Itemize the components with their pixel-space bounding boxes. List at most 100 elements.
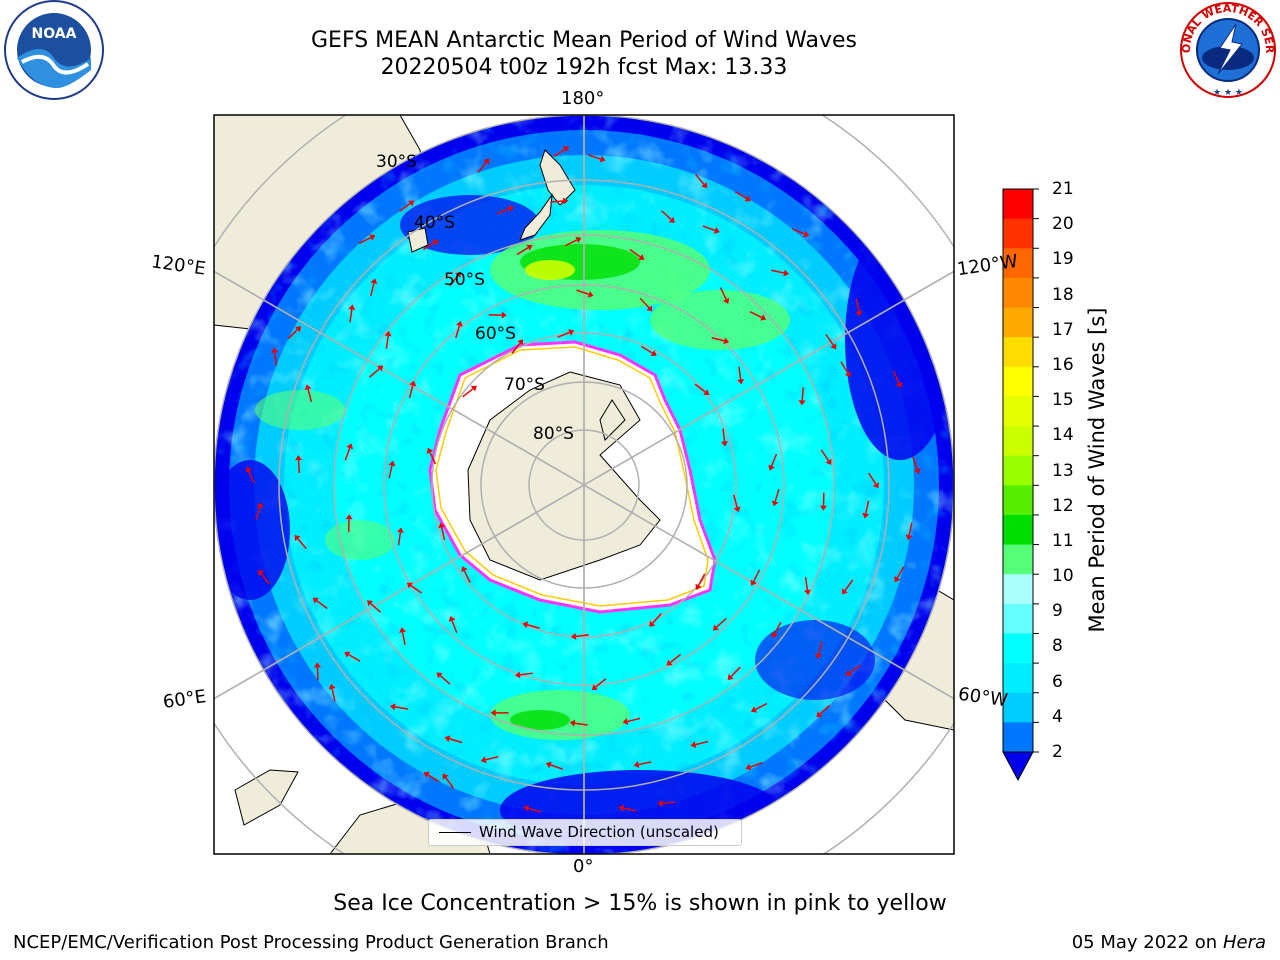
wind-wave-arrow — [695, 740, 709, 746]
meridian-line — [583, 270, 954, 486]
wind-wave-arrow-head — [455, 271, 461, 278]
wind-wave-arrow-head — [771, 500, 779, 507]
colorbar-band — [1003, 277, 1033, 309]
wind-wave-arrow-head — [844, 371, 851, 378]
wind-wave-arrow — [255, 506, 261, 520]
wind-wave-arrow-head — [618, 804, 625, 812]
wind-wave-arrow — [716, 617, 727, 628]
wind-wave-arrow — [557, 331, 570, 339]
wind-wave-arrow — [638, 761, 652, 766]
wind-wave-arrow-head — [638, 254, 645, 260]
wind-wave-arrow-head — [895, 381, 903, 388]
wind-wave-arrow — [864, 500, 870, 514]
wind-wave-arrow-head — [646, 305, 653, 312]
colorbar — [1002, 188, 1039, 782]
legend-label: Wind Wave Direction (unscaled) — [479, 823, 719, 841]
wind-wave-arrow — [639, 297, 650, 309]
land-new-zealand — [539, 149, 576, 206]
wind-wave-arrow-head — [545, 761, 552, 769]
wind-wave-arrow — [711, 336, 725, 342]
wind-wave-arrow-head — [526, 244, 533, 251]
wind-wave-arrow-head — [713, 227, 720, 234]
chart-title: GEFS MEAN Antarctic Mean Period of Wind … — [311, 28, 857, 53]
wind-wave-arrow-head — [803, 230, 810, 238]
wind-wave-arrow — [496, 208, 510, 215]
colorbar-tick-label: 16 — [1052, 354, 1074, 375]
colorbar-tick-label: 12 — [1052, 495, 1074, 516]
wind-wave-arrow — [307, 389, 313, 402]
wind-wave-arrow-head — [388, 460, 396, 467]
wind-wave-arrow — [774, 621, 782, 634]
wind-wave-arrow — [694, 383, 706, 393]
wind-wave-arrow — [738, 366, 742, 380]
wind-wave-arrow — [719, 287, 727, 300]
wind-wave-arrow — [755, 702, 768, 711]
wind-wave-arrow-head — [750, 579, 757, 586]
wind-wave-arrow — [349, 309, 353, 323]
land-antarctic-peninsula — [599, 399, 626, 441]
colorbar-band — [1003, 544, 1033, 575]
wind-wave-arrow — [840, 361, 849, 374]
wind-wave-arrow-head — [819, 505, 827, 511]
footer-date-text: 05 May 2022 on — [1071, 932, 1218, 953]
wind-wave-arrow-head — [563, 197, 569, 205]
wind-wave-arrow — [316, 667, 319, 681]
wind-wave-arrow — [662, 801, 676, 805]
wind-wave-arrow-head — [690, 741, 697, 748]
colorbar-tick-label: 9 — [1052, 601, 1063, 622]
wind-wave-arrow-head — [432, 239, 439, 246]
wind-wave-arrow-head — [872, 482, 879, 489]
wind-wave-arrow-head — [750, 706, 758, 713]
noaa-logo-text: NOAA — [32, 26, 77, 42]
map-legend: Wind Wave Direction (unscaled) — [428, 819, 742, 846]
meridian-line — [214, 270, 585, 486]
wind-wave-arrow — [455, 325, 461, 339]
colorbar-band — [1003, 485, 1033, 516]
wind-wave-arrow — [439, 675, 451, 685]
wind-wave-arrow-head — [480, 756, 487, 764]
wind-wave-arrow-head — [727, 674, 734, 681]
wind-wave-arrow-head — [346, 443, 354, 450]
wind-wave-arrow — [804, 577, 809, 591]
wind-wave-arrow — [730, 666, 741, 677]
wind-wave-arrow — [331, 688, 336, 702]
colorbar-tick-label: 10 — [1052, 566, 1074, 587]
wind-wave-arrow-head — [803, 589, 811, 596]
wind-wave-arrow-head — [408, 200, 415, 207]
colorbar-band — [1003, 189, 1033, 220]
footer-machine: Hera — [1222, 932, 1266, 953]
wind-wave-arrow — [722, 428, 726, 442]
wind-wave-arrow — [370, 283, 375, 297]
wind-wave-arrow — [358, 236, 372, 245]
wind-wave-arrow — [732, 494, 738, 508]
wind-wave-arrow-head — [666, 659, 673, 666]
wind-wave-arrow-head — [295, 326, 302, 333]
wind-wave-arrow — [463, 570, 471, 583]
wind-wave-arrow-head — [501, 311, 507, 319]
colorbar-band — [1003, 248, 1033, 279]
wind-wave-arrow-head — [768, 464, 775, 471]
noaa-logo-icon: NOAA — [2, 0, 106, 100]
wind-wave-arrow — [893, 371, 900, 384]
wind-wave-arrow-head — [444, 735, 451, 743]
wind-wave-arrow-head — [396, 527, 404, 533]
colorbar-band — [1003, 663, 1033, 694]
wind-wave-arrow-head — [304, 384, 312, 391]
wind-wave-arrow — [820, 449, 830, 462]
wind-wave-arrow-head — [862, 512, 870, 519]
wind-wave-arrow — [462, 388, 474, 398]
wind-wave-arrow-head — [461, 566, 468, 573]
meridian-line — [214, 484, 585, 700]
lat-label-60s: 60°S — [475, 324, 516, 344]
wind-wave-arrow-head — [771, 631, 778, 639]
wind-wave-arrow-head — [507, 205, 514, 213]
wind-wave-arrow — [825, 334, 834, 346]
nws-logo-icon: NATIONAL WEATHER SERVICE ★ ★ ★ — [1171, 0, 1280, 100]
wind-wave-arrow-head — [570, 632, 577, 640]
wind-wave-arrow-head — [406, 582, 413, 589]
colorbar-tick-label: 13 — [1052, 460, 1074, 481]
lat-label-40s: 40°S — [414, 213, 455, 233]
colorbar-band — [1003, 366, 1033, 397]
wind-wave-arrow-head — [701, 182, 708, 189]
